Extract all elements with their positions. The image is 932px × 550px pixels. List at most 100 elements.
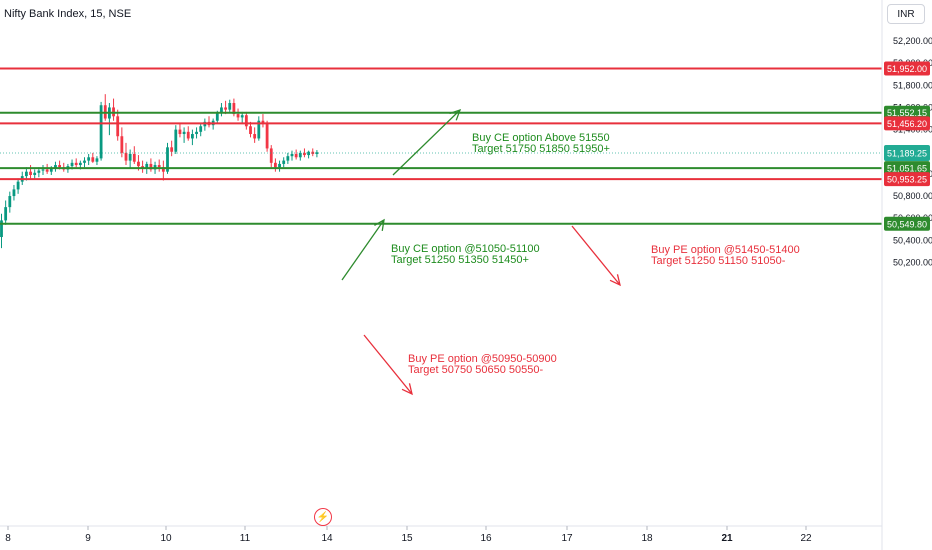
candle-body bbox=[74, 162, 78, 166]
candle-body bbox=[128, 153, 132, 161]
candle-body bbox=[290, 153, 294, 157]
candle-body bbox=[54, 165, 57, 169]
candles bbox=[0, 94, 319, 249]
last-price-badge-label: 51,189.25 bbox=[887, 148, 927, 158]
candle-body bbox=[45, 169, 49, 172]
candle-body bbox=[178, 129, 182, 135]
candle-body bbox=[29, 171, 32, 176]
last-price-badge bbox=[884, 144, 930, 161]
x-tick-label: 22 bbox=[800, 533, 812, 544]
candle-body bbox=[137, 161, 140, 167]
x-tick-label: 11 bbox=[240, 533, 251, 544]
candle-body bbox=[132, 153, 136, 162]
candle-body bbox=[0, 220, 3, 238]
candle-body bbox=[191, 134, 194, 139]
time-axis[interactable]: 8 9 10 11 14 15 16 17 18 21 22 bbox=[0, 525, 882, 544]
candle-body bbox=[307, 151, 310, 156]
price-axis[interactable]: 52,200.0052,000.0051,800.0051,600.0051,4… bbox=[881, 0, 932, 550]
candle-body bbox=[170, 147, 174, 152]
x-tick-label: 18 bbox=[641, 533, 653, 544]
candle-body bbox=[228, 103, 232, 110]
annotation-text: Target 50750 50650 50550- bbox=[408, 364, 544, 376]
candle-body bbox=[298, 152, 302, 158]
candle-body bbox=[4, 207, 8, 221]
up-arrow bbox=[341, 219, 385, 281]
candle-body bbox=[274, 162, 277, 168]
candle-body bbox=[145, 163, 149, 169]
chart-title: Nifty Bank Index, 15, NSE bbox=[4, 8, 132, 20]
annotation-text: Target 51250 51350 51450+ bbox=[391, 254, 529, 266]
candle-body bbox=[95, 158, 99, 162]
candle-body bbox=[70, 162, 74, 167]
candle-body bbox=[83, 160, 86, 163]
annotation-text: Buy CE option Above 51550 bbox=[472, 132, 610, 144]
candle-body bbox=[286, 156, 290, 161]
candle-body bbox=[220, 107, 223, 113]
candle-body bbox=[120, 136, 124, 153]
y-tick-label: 50,200.00 bbox=[893, 258, 932, 268]
down-arrow-head bbox=[609, 274, 621, 287]
trend-arrows bbox=[341, 108, 621, 396]
candle-body bbox=[182, 131, 186, 135]
down-arrow bbox=[571, 225, 621, 286]
candle-body bbox=[199, 126, 203, 132]
x-tick-label: 9 bbox=[85, 533, 91, 544]
candle-body bbox=[116, 116, 120, 137]
candle-body bbox=[215, 112, 219, 121]
x-tick-label: 14 bbox=[321, 533, 333, 544]
candle-body bbox=[166, 147, 169, 172]
candle-body bbox=[58, 165, 61, 168]
candle-body bbox=[25, 171, 28, 177]
x-tick-label: 16 bbox=[480, 533, 492, 544]
level-badge-label: 51,552.15 bbox=[887, 108, 927, 118]
candle-body bbox=[249, 126, 252, 135]
annotation-text: Buy PE option @50950-50900 bbox=[408, 353, 557, 365]
level-badge bbox=[884, 105, 930, 120]
level-badge-label: 50,549.80 bbox=[887, 219, 927, 229]
up-arrow-head bbox=[449, 108, 462, 121]
candle-body bbox=[16, 181, 20, 190]
candle-body bbox=[91, 157, 95, 162]
candle-body bbox=[282, 160, 286, 164]
candle-body bbox=[8, 196, 12, 208]
candle-body bbox=[33, 172, 37, 176]
candle-body bbox=[244, 115, 248, 127]
level-badge bbox=[884, 161, 930, 176]
candle-body bbox=[269, 148, 273, 163]
candle-body bbox=[232, 103, 236, 115]
x-tick-label: 10 bbox=[160, 533, 172, 544]
level-badge-label: 51,456.20 bbox=[887, 119, 927, 129]
x-tick-label: 17 bbox=[561, 533, 573, 544]
candle-body bbox=[257, 120, 261, 139]
candle-body bbox=[161, 167, 165, 172]
y-tick-label: 51,800.00 bbox=[893, 80, 932, 90]
annotation-text: Target 51750 51850 51950+ bbox=[472, 143, 610, 155]
level-badge bbox=[884, 61, 930, 76]
candle-body bbox=[303, 152, 306, 156]
candle-body bbox=[315, 152, 319, 154]
y-tick-label: 50,800.00 bbox=[893, 191, 932, 201]
level-badge bbox=[884, 216, 930, 231]
x-tick-label: 21 bbox=[721, 533, 733, 544]
x-tick-label: 15 bbox=[401, 533, 413, 544]
x-tick-label: 8 bbox=[5, 533, 11, 544]
level-badge-label: 50,953.25 bbox=[887, 175, 927, 185]
candle-body bbox=[124, 152, 128, 161]
up-arrow-head bbox=[374, 218, 385, 231]
candle-body bbox=[186, 131, 190, 139]
candle-body bbox=[240, 115, 244, 118]
candle-body bbox=[157, 165, 161, 168]
lightning-icon[interactable]: ⚡ bbox=[314, 508, 332, 526]
candle-body bbox=[236, 114, 240, 118]
candle-body bbox=[195, 131, 198, 135]
level-badge bbox=[884, 172, 930, 187]
candle-body bbox=[12, 189, 16, 197]
currency-button[interactable]: INR bbox=[887, 4, 925, 24]
y-tick-label: 52,200.00 bbox=[893, 36, 932, 46]
candle-body bbox=[174, 129, 178, 152]
annotation-text: Target 51250 51150 51050- bbox=[651, 255, 786, 267]
candle-body bbox=[37, 170, 41, 173]
